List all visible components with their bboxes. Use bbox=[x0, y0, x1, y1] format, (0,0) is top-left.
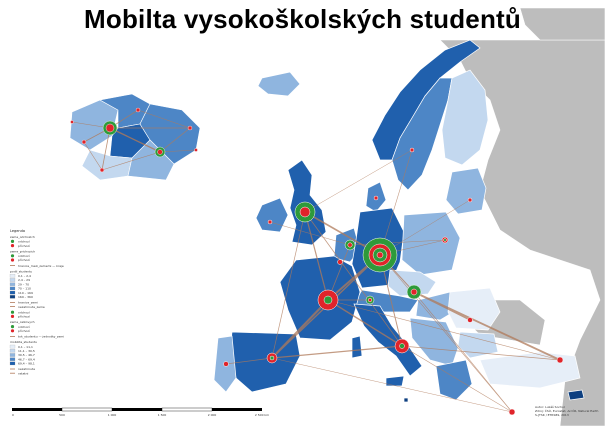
ireland-circle bbox=[267, 219, 273, 225]
inset-region-east bbox=[139, 103, 201, 165]
legend-swatch bbox=[10, 310, 15, 314]
legend-item-label: 69,4 – 98,1 bbox=[18, 362, 35, 366]
legend-swatch bbox=[10, 329, 15, 333]
country-iceland bbox=[257, 71, 301, 97]
legend-item-label: odchozí bbox=[18, 325, 30, 329]
legend-swatch bbox=[10, 314, 15, 318]
scale-labels: 0 500 1 000 1 500 2 000 2 500 km bbox=[12, 413, 269, 417]
legend-item-label: 46,7 – 69,4 bbox=[18, 357, 35, 361]
legend-swatch bbox=[9, 286, 16, 291]
country-sicily bbox=[385, 375, 405, 387]
country-romania bbox=[447, 287, 501, 331]
france-outgoing-circle bbox=[323, 295, 333, 305]
legend-item-label: 30,5 – 46,7 bbox=[18, 353, 35, 357]
legend-item-label: příchozí bbox=[18, 244, 30, 248]
legend-swatch bbox=[9, 353, 16, 357]
country-turkey bbox=[479, 351, 581, 389]
legend-item-label: příchozí bbox=[18, 315, 30, 319]
legend-item-label: hranice_zemi bbox=[18, 301, 38, 305]
legend-item-label: ostatni bbox=[18, 371, 28, 375]
inset-region-moravia bbox=[127, 139, 175, 181]
legend-swatch bbox=[9, 278, 16, 282]
legend-swatch bbox=[9, 282, 16, 286]
legend-item-label: nezahrnute bbox=[18, 367, 35, 371]
legend-swatch bbox=[9, 295, 16, 299]
legend-section-title: zeme_odchozich bbox=[10, 235, 35, 239]
country-italy bbox=[353, 303, 423, 377]
legend-swatch bbox=[10, 325, 15, 329]
denmark-circle bbox=[373, 195, 379, 201]
legend-item-label: hranice_mezi_zememi — kraje bbox=[18, 264, 64, 268]
country-baltics bbox=[445, 167, 487, 215]
flow-symbols bbox=[223, 147, 564, 416]
country-cyprus bbox=[567, 389, 585, 401]
greece-incoming-circle bbox=[508, 408, 516, 416]
scale-tick-label: 2 000 bbox=[208, 413, 217, 417]
legend-item-label: 169 – 360 bbox=[18, 295, 33, 299]
inset-flow-lines bbox=[71, 109, 197, 171]
finland-circle bbox=[467, 197, 473, 203]
legend-item-label: 2,4 – 29 bbox=[18, 278, 30, 282]
legend-section-title: zeme_prichozich bbox=[10, 249, 35, 253]
legend-swatch bbox=[10, 244, 15, 248]
legend-section-title: zeme_celkovych bbox=[10, 320, 35, 324]
scale-tick-label: 0 bbox=[12, 413, 14, 417]
legend-swatch bbox=[9, 357, 16, 361]
belgium-circle bbox=[337, 259, 343, 265]
legend-swatch bbox=[10, 254, 15, 258]
legend-swatch bbox=[10, 239, 15, 243]
legend-item-label: odchozí bbox=[18, 240, 30, 244]
scale-tick-label: 2 500 km bbox=[255, 413, 269, 417]
country-finland bbox=[441, 69, 489, 166]
legend-swatch bbox=[10, 258, 15, 262]
legend-section-title: podil_studentu bbox=[10, 269, 32, 273]
legend-swatch bbox=[9, 274, 16, 278]
portugal-circle bbox=[223, 361, 229, 367]
scale-tick-label: 500 bbox=[59, 413, 65, 417]
legend-swatch bbox=[9, 361, 16, 366]
legend-item-label: 0,1 – 11,1 bbox=[18, 345, 33, 349]
non-eu-land bbox=[439, 7, 605, 426]
country-malta bbox=[403, 397, 409, 403]
country-greece bbox=[435, 359, 473, 401]
country-sardinia bbox=[351, 335, 363, 359]
credit-line: Autor: Lukáš Sochor bbox=[535, 405, 566, 409]
brno-incoming-circle bbox=[157, 149, 163, 155]
legend-item-label: 70 – 110 bbox=[18, 287, 31, 291]
inset-symbols bbox=[70, 107, 198, 173]
credit-line: Zdroj: ČSÚ, Eurostat, ArcČR, Natural Ear… bbox=[535, 408, 598, 413]
legend-item-label: odchozí bbox=[18, 310, 30, 314]
legend-heading: Legenda bbox=[10, 229, 25, 233]
uk-incoming-circle bbox=[299, 206, 311, 218]
czech-inset bbox=[69, 93, 201, 181]
credit-line: S-JTSK / ETRS89, 2013 bbox=[535, 413, 569, 417]
legend-swatch bbox=[9, 349, 16, 353]
legend-section-title: mobilita_studentu bbox=[10, 340, 37, 344]
map-title: Mobilta vysokoškolských studentů bbox=[84, 4, 521, 34]
legend-swatch bbox=[9, 344, 16, 349]
map-legend: Legendazeme_odchozichodchozípříchozízeme… bbox=[9, 229, 64, 375]
legend-item-label: tok_studentu — jednotky_zemi bbox=[18, 335, 64, 339]
turkey-incoming-circle bbox=[556, 356, 564, 364]
praha-incoming-circle bbox=[105, 123, 115, 133]
country-ireland bbox=[255, 197, 289, 233]
scale-tick-label: 1 500 bbox=[158, 413, 167, 417]
legend-item-label: příchozí bbox=[18, 329, 30, 333]
legend-swatch bbox=[9, 290, 16, 295]
legend-item-label: příchozí bbox=[18, 258, 30, 262]
scale-tick-label: 1 000 bbox=[108, 413, 117, 417]
legend-item-label: 110 – 169 bbox=[18, 291, 33, 295]
austria-incoming-circle bbox=[410, 288, 418, 296]
sweden-circle bbox=[409, 147, 415, 153]
hungary-circle bbox=[467, 317, 473, 323]
legend-item-label: 29 – 70 bbox=[18, 282, 29, 286]
legend-item-label: nezahrnute_zeme bbox=[18, 305, 45, 309]
legend-item-label: 11,1 – 30,5 bbox=[18, 349, 35, 353]
legend-item-label: odchozí bbox=[18, 254, 30, 258]
legend-item-label: 0,1 – 2,4 bbox=[18, 274, 31, 278]
scale-bar: 0 500 1 000 1 500 2 000 2 500 km bbox=[12, 407, 269, 417]
eu-countries bbox=[213, 39, 585, 403]
